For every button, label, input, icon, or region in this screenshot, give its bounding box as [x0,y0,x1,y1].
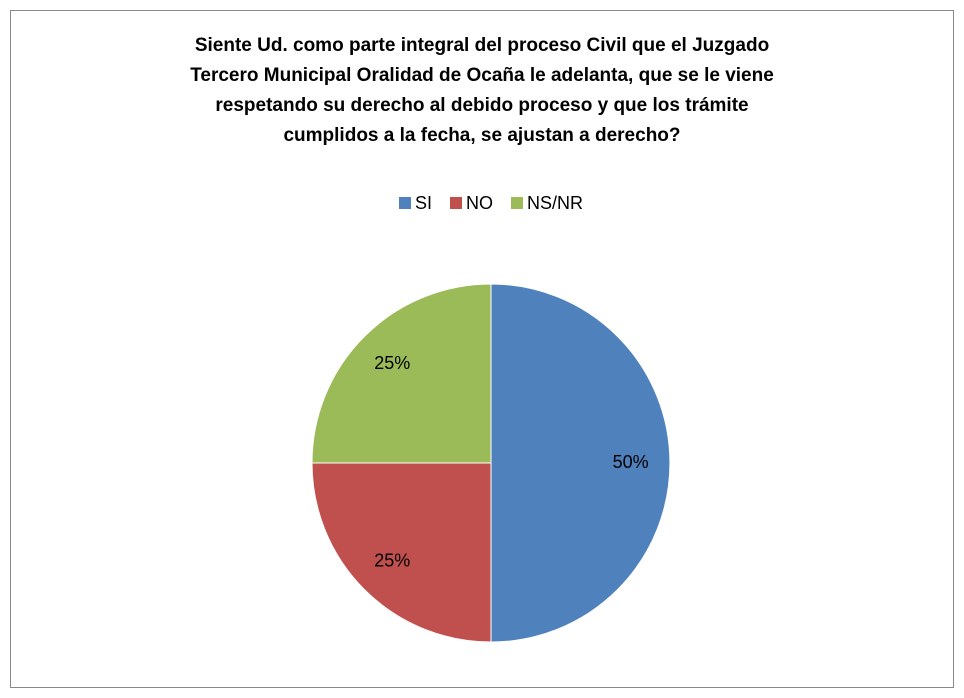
pie-slice [490,283,671,643]
data-label: 50% [613,452,649,472]
chart-title: respetando su derecho al debido proceso … [215,95,748,116]
legend-label: SI [415,193,432,213]
legend-swatch [511,197,523,209]
chart-title: cumplidos a la fecha, se ajustan a derec… [283,125,680,146]
chart-title: Siente Ud. como parte integral del proce… [195,35,769,56]
legend-swatch [450,197,462,209]
chart-title: Tercero Municipal Oralidad de Ocaña le a… [190,65,774,86]
legend-swatch [398,197,411,209]
pie-slice [311,462,492,643]
legend-label: NS/NR [527,193,583,213]
data-label: 25% [374,353,410,373]
legend-label: NO [466,193,493,213]
pie-slice [311,283,492,464]
data-label: 25% [374,550,410,570]
